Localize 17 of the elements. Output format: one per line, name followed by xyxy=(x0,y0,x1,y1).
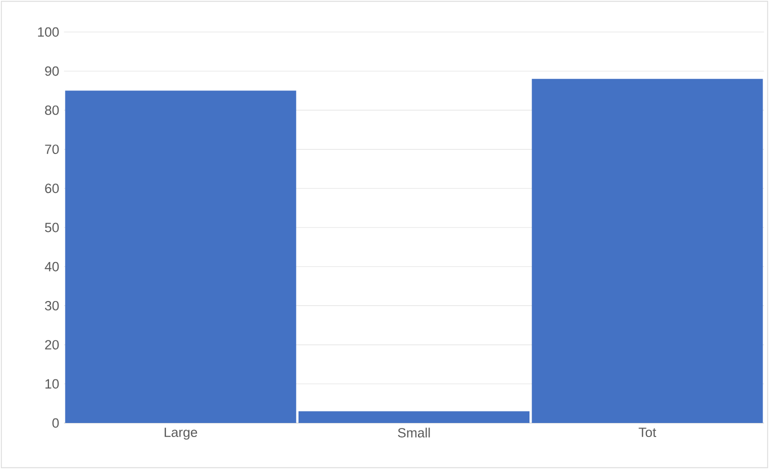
x-tick-label: Small xyxy=(398,428,430,438)
y-tick-label: 90 xyxy=(45,66,59,76)
bar xyxy=(532,78,763,423)
y-tick-label: 10 xyxy=(45,379,59,389)
y-tick-label: 70 xyxy=(45,144,59,154)
x-tick-label: Large xyxy=(164,428,198,440)
y-tick-label: 30 xyxy=(44,300,59,310)
y-tick-label: 40 xyxy=(44,262,59,272)
y-tick-label: 80 xyxy=(45,105,59,115)
bar xyxy=(65,90,296,423)
y-tick-label: 0 xyxy=(52,418,59,428)
x-tick-label: Tot xyxy=(638,428,656,438)
y-tick-label: 50 xyxy=(45,222,59,232)
y-tick-label: 100 xyxy=(38,27,59,37)
bar xyxy=(298,411,530,423)
y-tick-label: 60 xyxy=(45,184,59,194)
y-tick-label: 20 xyxy=(45,340,59,350)
